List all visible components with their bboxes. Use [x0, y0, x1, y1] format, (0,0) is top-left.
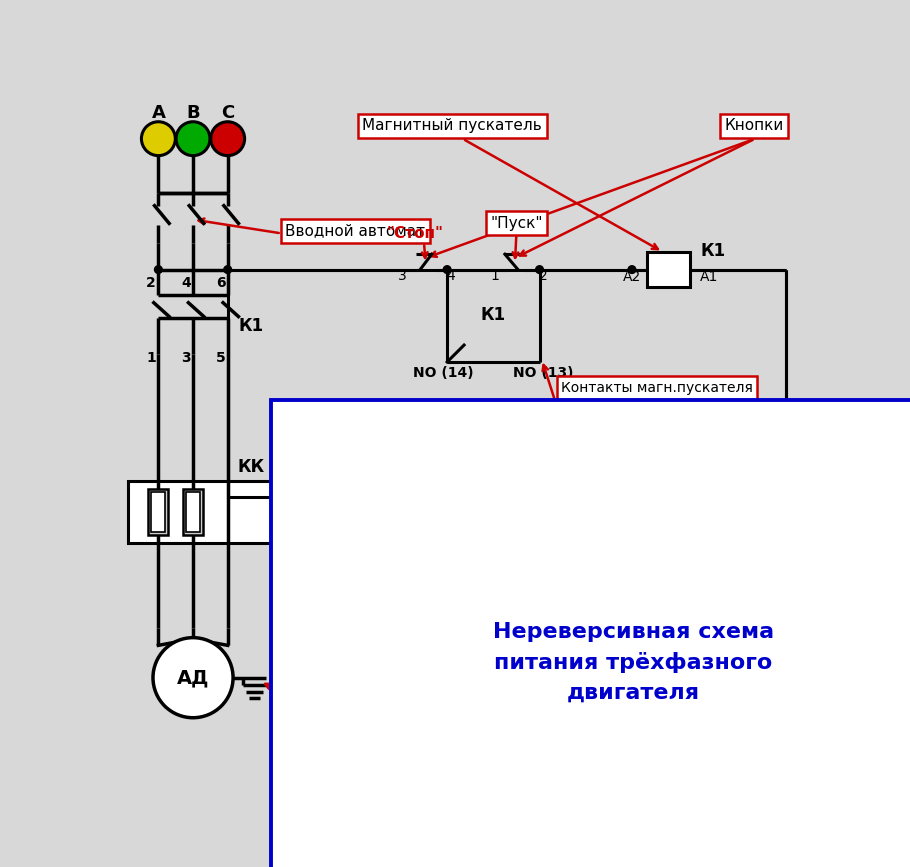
Text: Тепловое реле
и его контакты: Тепловое реле и его контакты	[301, 562, 425, 598]
Text: NO (14): NO (14)	[413, 367, 473, 381]
Circle shape	[224, 266, 231, 273]
Text: В: В	[187, 104, 200, 122]
Text: 5: 5	[216, 351, 226, 365]
Circle shape	[177, 121, 210, 156]
Text: 2: 2	[147, 276, 157, 290]
Bar	[647, 252, 690, 286]
Text: "Стоп": "Стоп"	[386, 226, 443, 241]
Text: С: С	[221, 104, 234, 122]
Circle shape	[155, 266, 162, 273]
Text: А: А	[151, 104, 166, 122]
Circle shape	[628, 266, 636, 273]
Circle shape	[153, 637, 233, 718]
Text: NO (13): NO (13)	[513, 367, 573, 381]
Text: АД: АД	[177, 668, 209, 688]
Bar	[183, 489, 203, 535]
Text: К1: К1	[480, 306, 506, 323]
Circle shape	[211, 121, 245, 156]
Bar	[151, 492, 166, 532]
Bar	[127, 481, 286, 543]
Text: 1: 1	[490, 270, 500, 284]
Text: 3: 3	[181, 351, 191, 365]
Text: Вводной автомат: Вводной автомат	[286, 224, 426, 238]
Text: Магнитный пускатель: Магнитный пускатель	[362, 118, 542, 134]
Text: 4: 4	[447, 270, 455, 284]
Text: К1: К1	[700, 242, 725, 260]
Text: А1: А1	[700, 271, 718, 284]
Text: Кнопки: Кнопки	[724, 118, 784, 134]
Bar	[187, 492, 200, 532]
Text: К1: К1	[238, 317, 263, 336]
Text: Контакты магн.пускателя
для установки
на ,,самопитание": Контакты магн.пускателя для установки на…	[561, 381, 753, 436]
Text: 4: 4	[181, 276, 191, 290]
Text: КК: КК	[238, 458, 265, 476]
Circle shape	[536, 266, 543, 273]
Bar	[148, 489, 168, 535]
Text: 3: 3	[398, 270, 407, 284]
Circle shape	[443, 266, 451, 273]
Circle shape	[141, 121, 176, 156]
Text: А2: А2	[622, 271, 641, 284]
Text: 6: 6	[216, 276, 226, 290]
Text: "Пуск": "Пуск"	[490, 216, 542, 231]
Text: 1: 1	[147, 351, 157, 365]
Text: Асинхронный двигатель: Асинхронный двигатель	[361, 719, 559, 733]
Text: 2: 2	[539, 270, 548, 284]
Text: Нереверсивная схема
питания трёхфазного
двигателя: Нереверсивная схема питания трёхфазного …	[493, 622, 774, 702]
Text: КК: КК	[543, 456, 571, 473]
